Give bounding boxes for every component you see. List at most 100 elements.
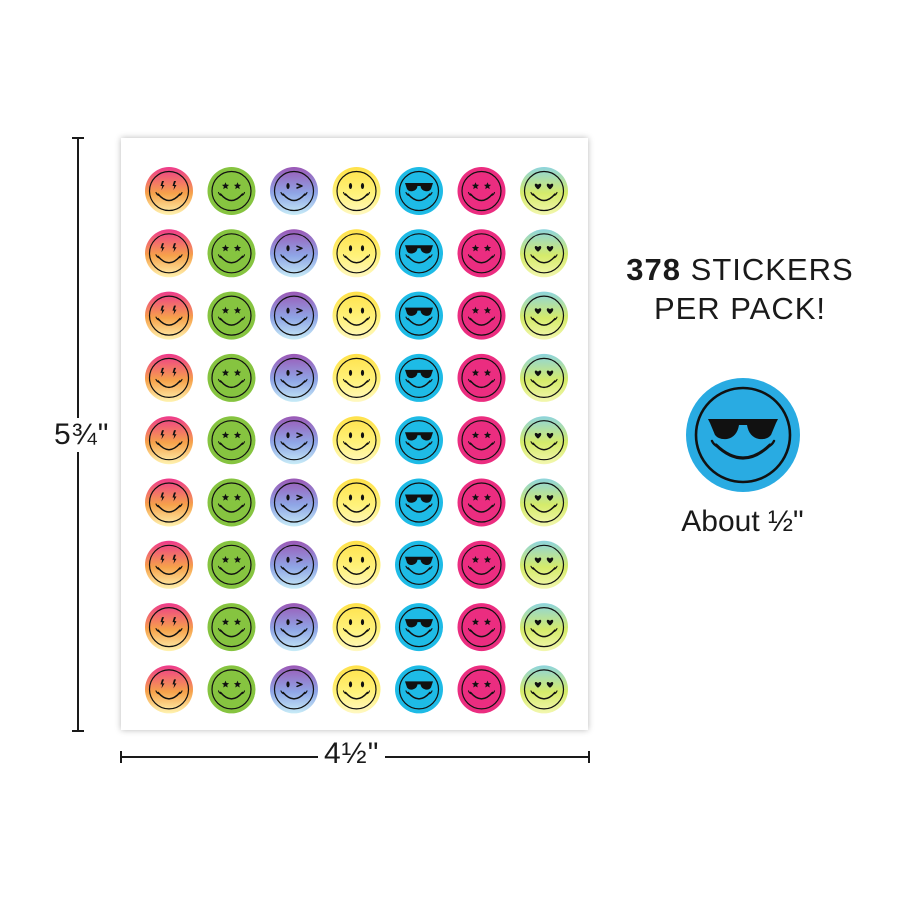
- eye-icon: [286, 556, 290, 563]
- smile-icon: [282, 442, 306, 451]
- cheek-line: [280, 565, 285, 570]
- sticker-face: [207, 416, 256, 465]
- eye-icon: [348, 183, 353, 189]
- smiley-sticker: [270, 167, 318, 215]
- smiley-sticker: [145, 353, 193, 402]
- sticker-outline: [461, 607, 502, 648]
- smiley-sticker: [457, 478, 506, 527]
- wink-eye-icon: [296, 494, 303, 501]
- sticker-outline: [273, 170, 315, 212]
- sticker-face: [395, 167, 443, 215]
- smile-icon: [157, 691, 181, 700]
- smile-icon: [469, 567, 494, 576]
- star-eye-icon: [471, 680, 480, 688]
- smiley-sticker: [332, 416, 381, 465]
- star-eye-icon: [471, 182, 480, 190]
- smiley-sticker: [457, 291, 506, 340]
- sticker-outline: [336, 669, 377, 710]
- cheek-line: [405, 191, 410, 197]
- smiley-sticker: [395, 291, 443, 340]
- smile-icon: [219, 442, 244, 451]
- lightning-eye-icon: [160, 305, 165, 315]
- sticker-face: [145, 291, 193, 340]
- sticker-face: [395, 291, 443, 340]
- sticker-outline: [336, 607, 377, 648]
- cheek-right: [767, 439, 776, 448]
- smiley-sticker: [332, 291, 381, 340]
- lightning-eye-icon: [160, 679, 165, 689]
- cheek-line: [280, 690, 285, 695]
- star-eye-icon: [221, 369, 230, 376]
- sunglasses-icon: [405, 245, 433, 254]
- smiley-sticker: [332, 353, 381, 402]
- star-eye-icon: [483, 369, 492, 376]
- sticker-face: [520, 353, 568, 402]
- smiley-sticker: [207, 353, 256, 402]
- smile-icon: [407, 380, 431, 389]
- smiley-sticker: [145, 416, 193, 465]
- smile-icon: [532, 380, 556, 389]
- sticker-outline: [523, 233, 565, 274]
- eye-icon: [360, 619, 365, 626]
- cheek-line: [467, 441, 473, 446]
- smiley-sticker: [270, 416, 318, 465]
- cheek-line: [428, 441, 433, 446]
- cheek-line: [365, 690, 371, 695]
- star-eye-icon: [221, 431, 230, 439]
- wink-eye-icon: [296, 370, 303, 376]
- wink-eye-icon: [296, 432, 303, 438]
- cheek-line: [530, 565, 535, 570]
- sample-size-caption: About ½": [681, 505, 804, 538]
- eye-icon: [286, 494, 290, 501]
- cheek-line: [240, 628, 246, 633]
- sticker-face: [457, 416, 506, 465]
- smile-icon: [532, 193, 556, 202]
- lightning-eye-icon: [172, 554, 177, 564]
- cheek-line: [467, 316, 473, 321]
- smile-icon: [282, 691, 306, 700]
- sticker-outline: [273, 295, 315, 336]
- cheek-line: [303, 378, 308, 383]
- smile-icon: [469, 629, 494, 638]
- sticker-outline: [211, 669, 252, 710]
- smiley-sticker: [395, 353, 443, 402]
- lightning-eye-icon: [160, 554, 165, 564]
- smile-icon: [407, 567, 431, 576]
- sticker-outline: [336, 295, 377, 336]
- lightning-eye-icon: [172, 492, 177, 502]
- eye-icon: [348, 432, 353, 439]
- cheek-line: [303, 316, 308, 321]
- smiley-sticker: [270, 665, 318, 714]
- eye-icon: [286, 307, 290, 314]
- smile-icon: [282, 629, 306, 638]
- heart-eye-icon: [546, 619, 554, 626]
- sticker-face: [270, 603, 318, 652]
- cheek-line: [428, 316, 433, 321]
- eye-icon: [348, 245, 353, 252]
- cheek-line: [280, 441, 285, 446]
- cheek-line: [405, 565, 410, 570]
- cheek-line: [178, 191, 183, 197]
- smile-icon: [469, 442, 494, 451]
- smiley-sticker: [520, 478, 568, 527]
- cheek-line: [553, 378, 558, 383]
- smile-icon: [157, 504, 181, 513]
- cheek-line: [553, 254, 558, 259]
- smiley-sticker: [207, 665, 256, 714]
- cheek-line: [240, 503, 246, 508]
- smile-icon: [219, 691, 244, 700]
- smiley-sticker: [520, 665, 568, 714]
- sticker-outline: [461, 544, 502, 585]
- sticker-face: [145, 416, 193, 465]
- sticker-outline: [461, 295, 502, 336]
- sticker-outline: [211, 170, 252, 212]
- smile-icon: [157, 567, 181, 576]
- sticker-face: [332, 603, 381, 652]
- sticker-face: [395, 416, 443, 465]
- heart-eye-icon: [534, 245, 542, 252]
- star-eye-icon: [221, 680, 230, 688]
- sample-sticker: [686, 378, 800, 492]
- smiley-sticker: [457, 167, 506, 215]
- eye-icon: [348, 556, 353, 563]
- sticker-outline: [461, 669, 502, 710]
